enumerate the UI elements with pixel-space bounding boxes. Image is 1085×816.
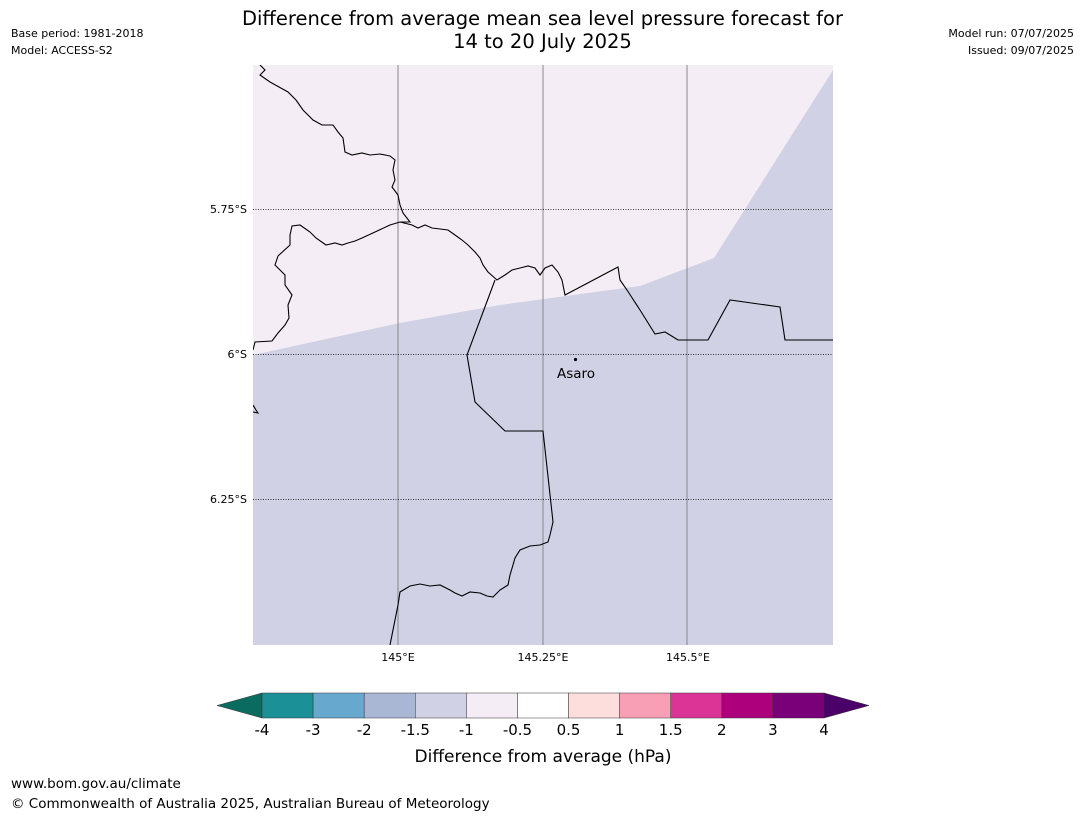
colorbar-tick-label: 1.5 xyxy=(659,721,683,739)
colorbar-segment xyxy=(670,692,723,719)
colorbar-tick-label: -1 xyxy=(459,721,474,739)
colorbar-tick-label: 2 xyxy=(717,721,727,739)
colorbar-segment xyxy=(517,692,569,719)
colorbar-tick-label: -3 xyxy=(306,721,321,739)
footer: www.bom.gov.au/climate © Commonwealth of… xyxy=(11,774,490,814)
boundary-ridge xyxy=(399,221,833,341)
lat-label-6s: 6°S xyxy=(228,348,247,361)
lat-label-6.25s: 6.25°S xyxy=(210,493,247,506)
lon-label-145.5e: 145.5°E xyxy=(666,651,710,664)
colorbar-over-arrow xyxy=(823,692,870,719)
colorbar-ticks: -4 -3 -2 -1.5 -1 -0.5 0.5 1 1.5 2 3 4 xyxy=(255,721,829,739)
colorbar-tick-label: 4 xyxy=(819,721,829,739)
colorbar-segment xyxy=(312,692,365,719)
colorbar-tick-label: 0.5 xyxy=(557,721,581,739)
colorbar-segment xyxy=(363,692,416,719)
lat-label-5.75s: 5.75°S xyxy=(210,203,247,216)
colorbar-segments xyxy=(261,692,825,719)
boundary-west-stub xyxy=(253,404,260,414)
colorbar-segment xyxy=(619,692,671,719)
colorbar-segment xyxy=(415,692,467,719)
lon-label-145e: 145°E xyxy=(381,651,414,664)
colorbar-segment xyxy=(568,692,620,719)
colorbar-title: Difference from average (hPa) xyxy=(415,747,672,767)
colorbar-segment xyxy=(466,692,518,719)
colorbar-tick-label: -2 xyxy=(357,721,372,739)
lon-label-145.25e: 145.25°E xyxy=(518,651,569,664)
metadata-left: Base period: 1981-2018 Model: ACCESS-S2 xyxy=(11,25,143,59)
provincial-boundaries xyxy=(253,65,833,645)
footer-url: www.bom.gov.au/climate xyxy=(11,776,181,792)
pressure-anomaly-map: Asaro 5.75°S 6°S 6.25°S 145°E 145.25°E 1… xyxy=(210,65,833,664)
model-run-text: Model run: 07/07/2025 xyxy=(948,27,1074,40)
colorbar-tick-label: -4 xyxy=(255,721,270,739)
colorbar-tick-label: -1.5 xyxy=(401,721,430,739)
colorbar-tick-label: -0.5 xyxy=(503,721,532,739)
issued-text: Issued: 09/07/2025 xyxy=(967,44,1074,57)
colorbar-tick-label: 1 xyxy=(615,721,625,739)
colorbar-segment xyxy=(721,692,774,719)
base-period-text: Base period: 1981-2018 xyxy=(11,27,144,40)
map-title: Difference from average mean sea level p… xyxy=(0,7,1085,53)
model-text: Model: ACCESS-S2 xyxy=(11,44,113,57)
title-line-1: Difference from average mean sea level p… xyxy=(242,7,843,30)
colorbar-tick-label: 3 xyxy=(768,721,778,739)
colorbar-under-arrow xyxy=(216,692,263,719)
metadata-right: Model run: 07/07/2025 Issued: 09/07/2025 xyxy=(948,25,1074,59)
footer-copyright: © Commonwealth of Australia 2025, Austra… xyxy=(11,796,490,812)
boundary-south xyxy=(389,279,554,645)
colorbar-segment xyxy=(261,692,314,719)
title-line-2: 14 to 20 July 2025 xyxy=(453,30,632,53)
asaro-label: Asaro xyxy=(557,366,595,382)
colorbar-segment xyxy=(772,692,825,719)
asaro-marker xyxy=(573,357,578,362)
